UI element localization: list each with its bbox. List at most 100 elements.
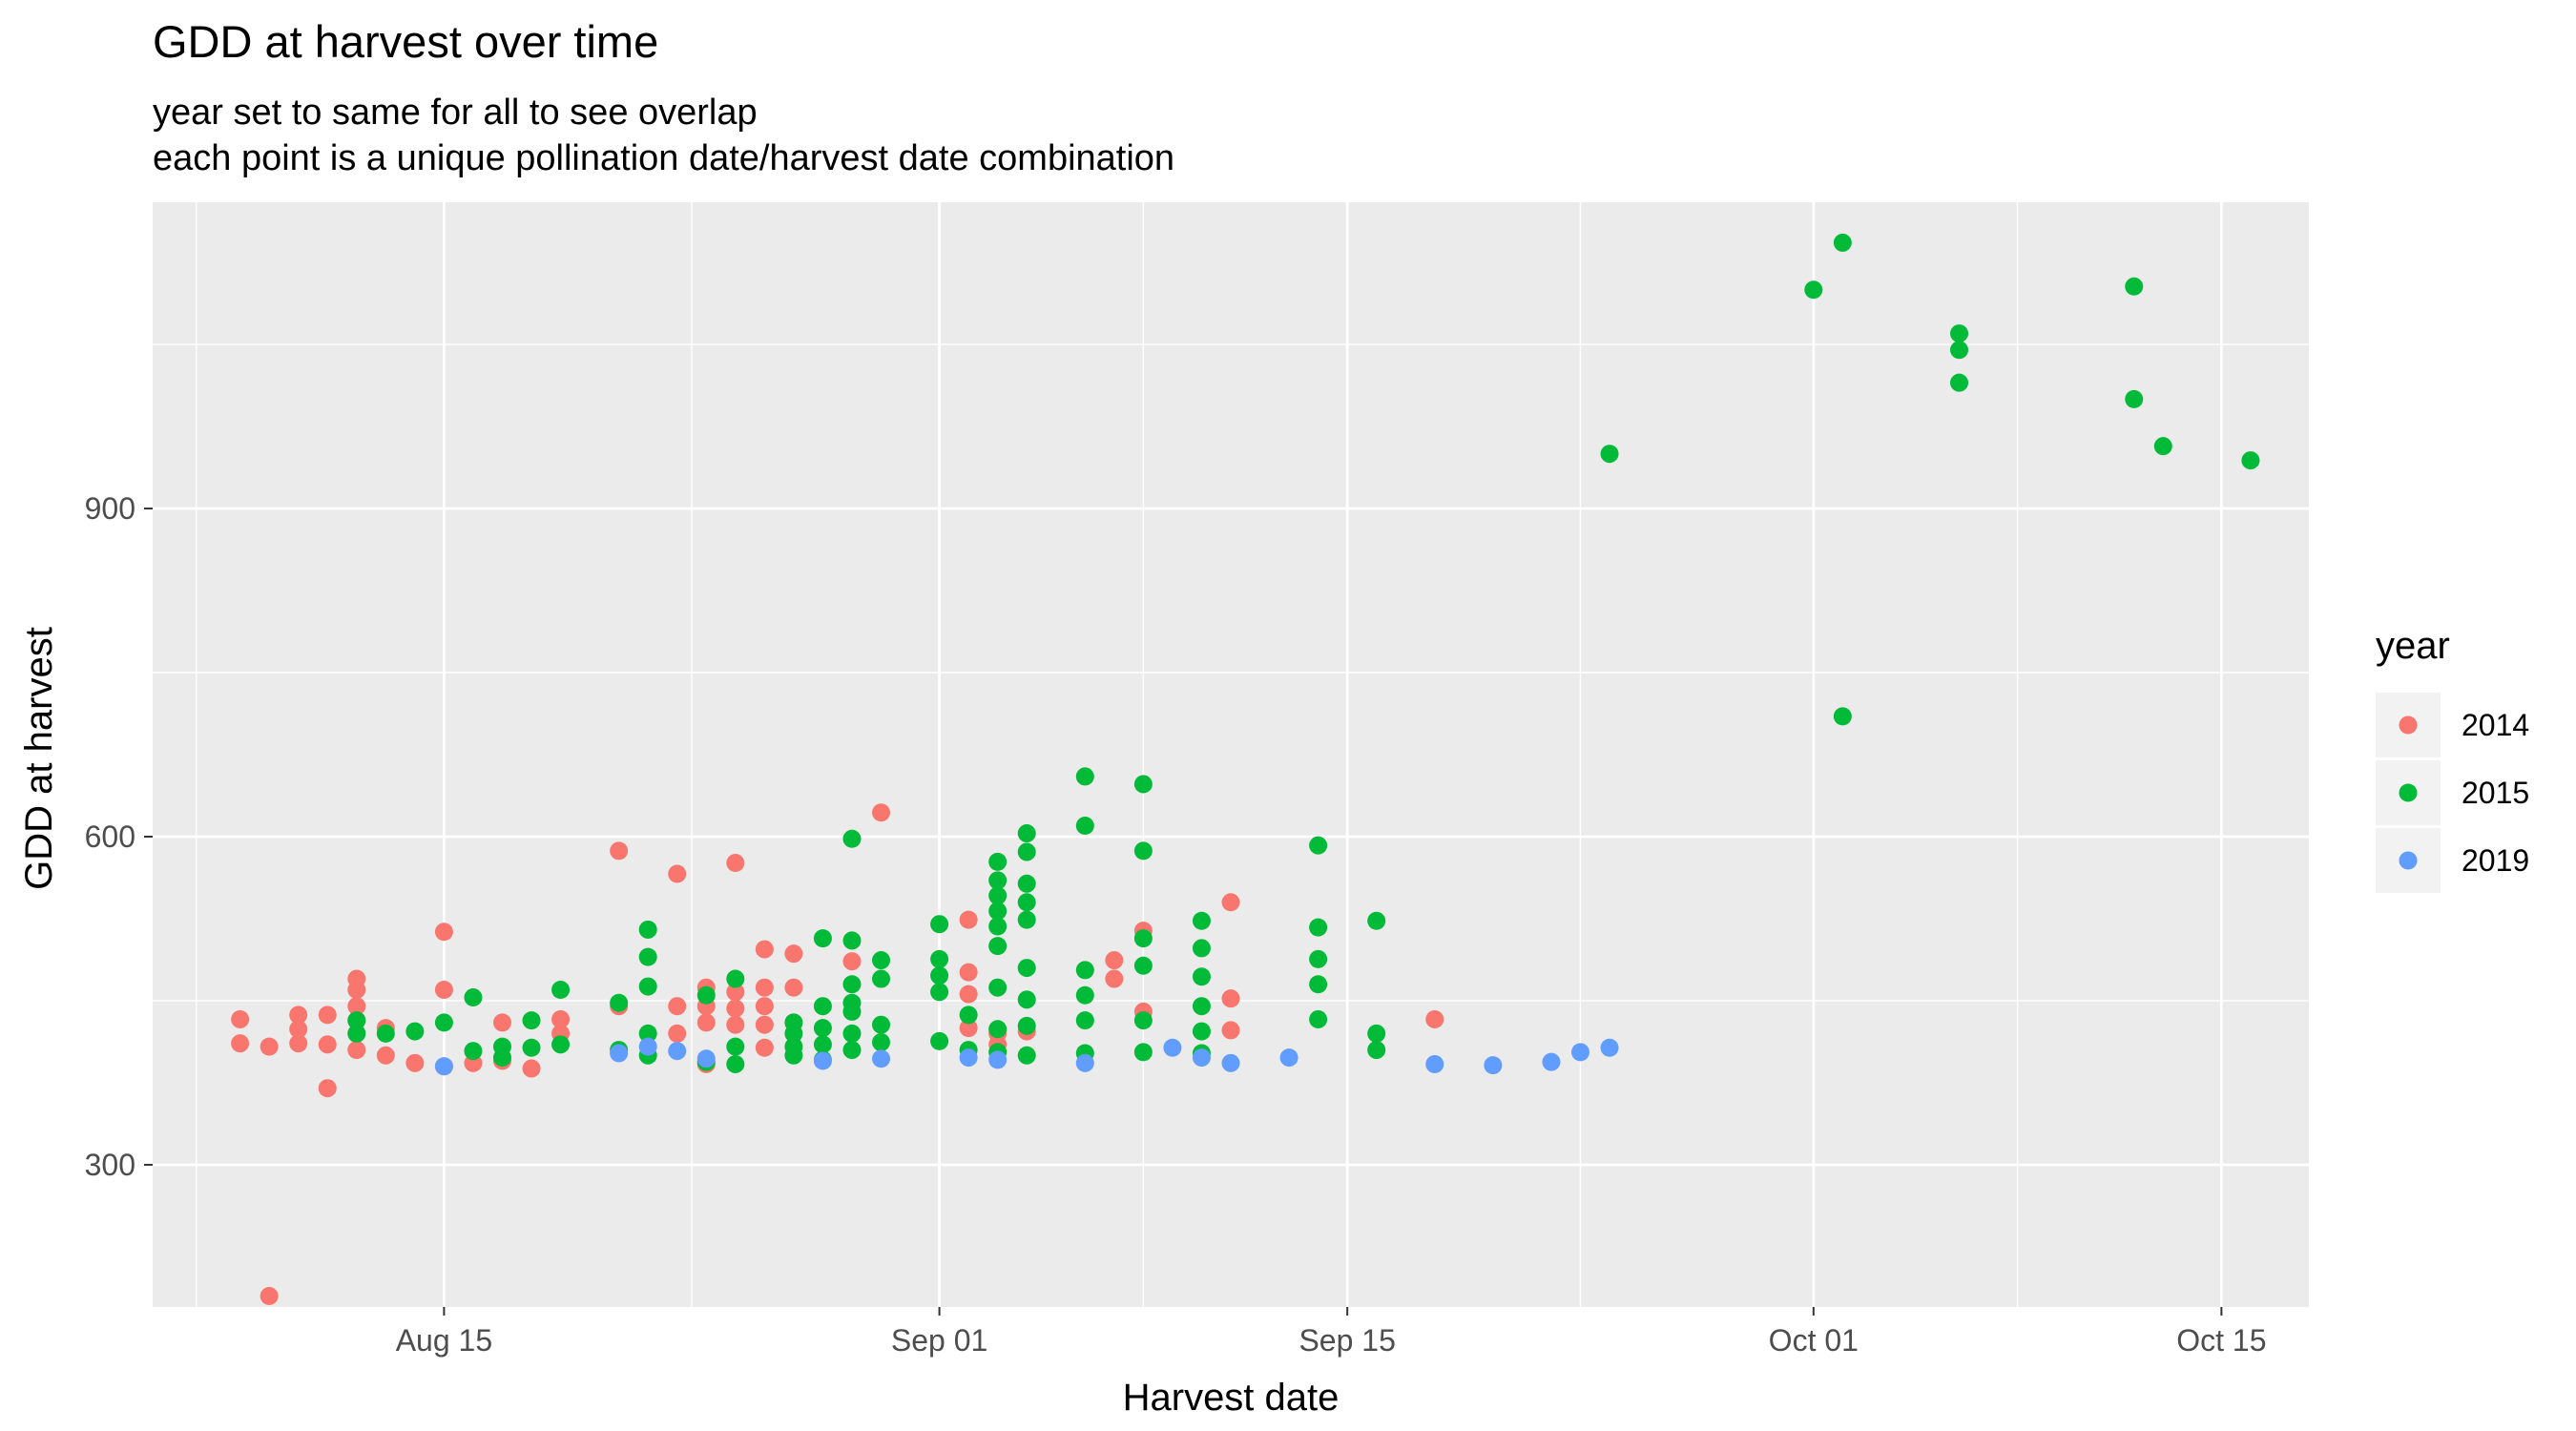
legend-marker-2019 — [2399, 851, 2418, 870]
data-point-2015 — [1833, 233, 1852, 252]
data-point-2015 — [1309, 1009, 1328, 1028]
y-axis-title: GDD at harvest — [18, 627, 60, 890]
x-tick-label: Oct 01 — [1769, 1323, 1859, 1358]
data-point-2019 — [668, 1042, 687, 1061]
data-point-2014 — [784, 944, 803, 964]
data-point-2014 — [260, 1037, 279, 1056]
data-point-2019 — [1600, 1038, 1619, 1057]
data-point-2014 — [755, 1038, 774, 1057]
data-point-2015 — [464, 988, 483, 1007]
data-point-2015 — [1309, 949, 1328, 968]
legend-marker-2015 — [2399, 783, 2418, 802]
data-point-2015 — [813, 1019, 832, 1038]
data-point-2015 — [1017, 842, 1036, 861]
data-point-2015 — [1192, 911, 1211, 930]
data-point-2015 — [959, 1006, 978, 1025]
data-point-2014 — [668, 1024, 687, 1043]
data-point-2015 — [842, 1041, 862, 1060]
data-point-2014 — [755, 997, 774, 1016]
data-point-2015 — [1133, 1011, 1153, 1030]
data-point-2015 — [1075, 1011, 1094, 1030]
data-point-2015 — [1309, 918, 1328, 937]
data-point-2014 — [434, 923, 453, 942]
data-point-2014 — [610, 841, 629, 861]
data-point-2015 — [1950, 373, 1969, 392]
legend-marker-2014 — [2399, 716, 2418, 735]
legend-label-2014: 2014 — [2462, 708, 2529, 742]
data-point-2015 — [551, 981, 571, 1000]
data-point-2015 — [1017, 910, 1036, 929]
data-point-2014 — [959, 963, 978, 982]
data-point-2014 — [1221, 1021, 1240, 1040]
data-point-2015 — [2125, 389, 2144, 408]
data-point-2015 — [988, 886, 1008, 905]
data-point-2014 — [260, 1287, 279, 1306]
chart-subtitle-line-2: each point is a unique pollination date/… — [153, 138, 1174, 178]
data-point-2015 — [842, 975, 862, 994]
data-point-2019 — [959, 1048, 978, 1068]
data-point-2015 — [842, 1024, 862, 1043]
data-point-2019 — [1192, 1048, 1211, 1068]
data-point-2014 — [347, 981, 366, 1000]
legend-label-2019: 2019 — [2462, 843, 2529, 878]
data-point-2015 — [434, 1013, 453, 1032]
data-point-2015 — [1017, 1046, 1036, 1065]
data-point-2015 — [988, 1020, 1008, 1039]
data-point-2015 — [872, 1015, 891, 1034]
data-point-2019 — [988, 1050, 1008, 1069]
data-point-2015 — [988, 902, 1008, 921]
data-point-2019 — [1163, 1038, 1182, 1057]
data-point-2015 — [1075, 961, 1094, 980]
data-point-2019 — [638, 1037, 657, 1056]
data-point-2015 — [1804, 280, 1823, 300]
data-point-2015 — [638, 977, 657, 996]
data-point-2015 — [2153, 437, 2172, 456]
legend-label-2015: 2015 — [2462, 776, 2529, 810]
data-point-2015 — [872, 969, 891, 988]
data-point-2019 — [1484, 1056, 1503, 1075]
x-axis-title: Harvest date — [1123, 1377, 1340, 1419]
data-point-2014 — [1105, 969, 1124, 988]
data-point-2015 — [347, 1024, 366, 1043]
data-point-2019 — [1425, 1054, 1444, 1073]
data-point-2015 — [1950, 324, 1969, 343]
data-point-2015 — [872, 951, 891, 970]
data-point-2019 — [1570, 1043, 1589, 1062]
data-point-2014 — [872, 803, 891, 822]
data-point-2015 — [784, 1024, 803, 1043]
data-point-2015 — [1017, 959, 1036, 978]
data-point-2014 — [1221, 893, 1240, 912]
data-point-2014 — [842, 952, 862, 971]
data-point-2014 — [784, 978, 803, 997]
x-tick-label: Oct 15 — [2176, 1323, 2266, 1358]
data-point-2015 — [1133, 929, 1153, 948]
data-point-2015 — [1833, 707, 1852, 726]
data-point-2015 — [1017, 1016, 1036, 1035]
data-point-2014 — [289, 1020, 308, 1039]
data-point-2019 — [872, 1049, 891, 1068]
data-point-2015 — [638, 1024, 657, 1043]
data-point-2019 — [434, 1057, 453, 1076]
data-point-2014 — [726, 983, 745, 1002]
x-tick-label: Sep 01 — [891, 1323, 987, 1358]
data-point-2014 — [434, 981, 453, 1000]
data-point-2015 — [1192, 1022, 1211, 1041]
data-point-2015 — [1133, 1043, 1153, 1062]
plot-panel — [153, 202, 2309, 1307]
data-point-2014 — [668, 997, 687, 1016]
data-point-2014 — [755, 978, 774, 997]
data-point-2015 — [405, 1022, 425, 1041]
data-point-2015 — [1367, 1024, 1386, 1043]
data-point-2015 — [1367, 1041, 1386, 1060]
data-point-2015 — [988, 871, 1008, 890]
data-point-2019 — [813, 1051, 832, 1070]
data-point-2015 — [813, 929, 832, 948]
data-point-2015 — [988, 917, 1008, 936]
data-point-2014 — [289, 1034, 308, 1053]
data-point-2015 — [1017, 874, 1036, 893]
data-point-2015 — [813, 997, 832, 1016]
data-point-2015 — [638, 947, 657, 966]
data-point-2015 — [1600, 445, 1619, 464]
data-point-2014 — [726, 854, 745, 873]
